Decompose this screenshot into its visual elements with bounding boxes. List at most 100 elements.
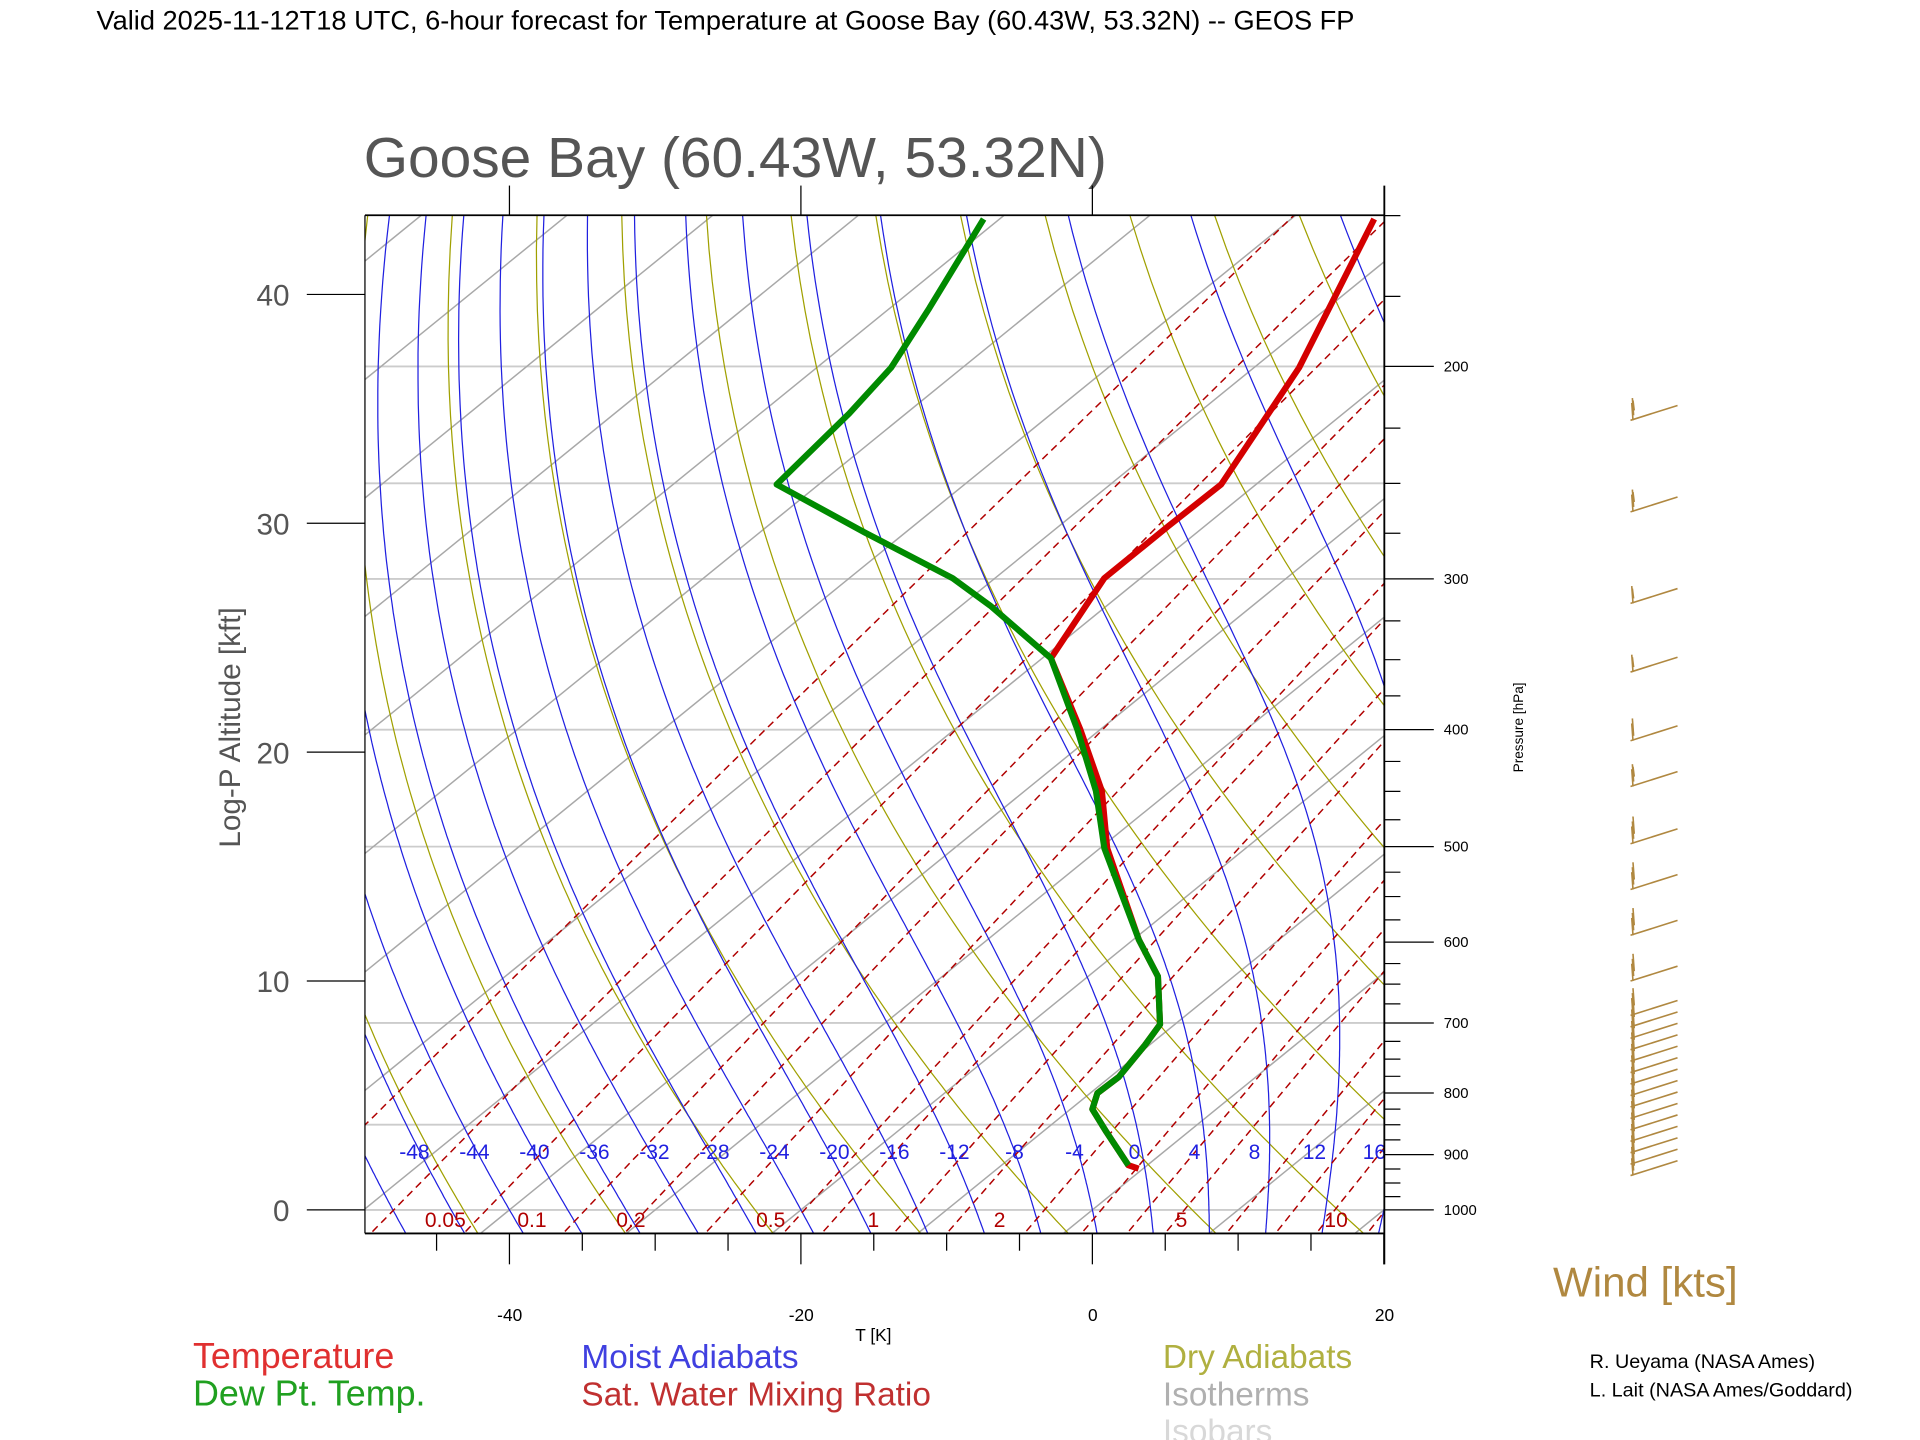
moist-adiabat [965,215,1271,1234]
barb-feather [1632,1022,1636,1040]
credit-2: L. Lait (NASA Ames/Goddard) [1590,1380,1853,1402]
moist-adiabat [364,1154,407,1234]
barb-feather [1632,1079,1636,1098]
barb-feather [1631,958,1635,977]
dry-adiabat [1129,215,1385,707]
barb-feather [1632,1091,1636,1109]
y2-axis-label: Pressure [hPa] [1511,682,1526,772]
isotherm-line [0,179,320,1240]
moist-adiabat-label: 4 [1189,1141,1201,1164]
background-lines: -48 -44 -40 -36 -32 -28 -24 -20 -16 -12 -8 -4 0 4 8 12 1… [0,179,1920,1241]
isotherm-line [364,215,1297,973]
moist-adiabat [806,215,1154,1234]
isotherm-line [364,215,860,618]
moist-adiabat [1190,215,1385,1234]
moist-adiabat-label: 16 [1363,1141,1386,1164]
temperature-line [1047,217,1377,1172]
moist-adiabat [685,215,1042,1234]
barb-feather [1630,769,1634,787]
mixing-ratio-line [820,618,1385,1234]
wind-barb [1630,816,1678,845]
isotherm-line [364,215,714,499]
moist-adiabat [499,215,815,1234]
moist-adiabat [417,215,699,1234]
barb-staff [1630,1056,1678,1074]
mixing-ratio-line [1126,928,1385,1234]
moist-adiabat [1661,180,1920,1241]
mixing-ratio-line [704,510,1385,1234]
pressure-tick-label: 800 [1444,1086,1469,1102]
chart-title: Goose Bay (60.43W, 53.32N) [364,126,1107,190]
moist-adiabat [1339,215,1385,325]
mixing-ratio-label: 2 [994,1209,1006,1232]
y-tick-label: 0 [273,1195,290,1228]
x-tick-label: -40 [497,1305,522,1325]
barb-staff [1630,919,1678,937]
isotherm-line [916,853,1385,1234]
dry-adiabat [1784,180,1920,1241]
isotherm-line [1062,971,1385,1234]
moist-adiabat-label: -16 [879,1141,909,1164]
moist-adiabat-label: -48 [399,1141,429,1164]
barb-staff [1630,1114,1678,1131]
barb-feather [1632,1056,1636,1075]
barb-staff [1630,828,1678,845]
barb-staff [1630,1079,1678,1097]
barb-staff [1630,496,1678,513]
isotherm-line [364,379,1385,1210]
dry-adiabat [447,215,774,1234]
barb-staff [1630,1022,1678,1040]
barb-staff [1630,587,1678,605]
dry-adiabat [875,215,1385,1121]
barb-feather [1630,963,1634,982]
moist-adiabat [586,215,929,1234]
credit-1: R. Ueyama (NASA Ames) [1590,1351,1815,1373]
pressure-tick-label: 1000 [1444,1203,1477,1219]
barb-feather [1630,826,1634,844]
barb-feather [1632,1102,1636,1120]
barb-feather [1630,723,1634,741]
isotherm-line [364,215,1152,855]
barb-feather [1632,1045,1636,1063]
mixing-ratio-line [1023,819,1385,1234]
moist-adiabat-label: -20 [819,1141,849,1164]
pressure-tick-label: 400 [1444,723,1469,739]
moist-adiabat-label: 8 [1249,1141,1261,1164]
mixing-ratio-label: 5 [1176,1209,1188,1232]
mixing-ratio-line [1164,969,1385,1234]
wind-barb [1630,764,1678,788]
mixing-ratio-line [1315,1146,1385,1234]
barb-staff [1630,999,1678,1017]
isotherm-line [364,215,569,381]
wind-label: Wind [kts] [1553,1258,1738,1305]
mixing-ratio-label: 0.05 [425,1209,466,1232]
barb-feather [1632,1010,1636,1029]
barb-feather [1632,491,1636,503]
barb-feather [1632,953,1636,972]
mixing-ratio-label: 0.5 [756,1209,785,1232]
moist-adiabat [1067,215,1341,1234]
barb-feather [1630,872,1634,890]
barb-feather [1630,494,1634,512]
barb-staff [1630,1148,1678,1165]
barb-staff [1630,1091,1678,1108]
legend-moist: Moist Adiabats [581,1339,798,1376]
x-tick-label: 0 [1088,1305,1098,1325]
isotherm-line [1208,1090,1385,1234]
dry-adiabat [1701,180,1920,1241]
x-tick-label: -20 [789,1305,814,1325]
wind-barb [1630,988,1678,1017]
barb-staff [1630,1034,1678,1051]
pressure-tick-label: 300 [1444,572,1469,588]
mixing-ratio-label: 1 [868,1209,880,1232]
barb-feather [1632,999,1636,1017]
dry-adiabat [535,215,922,1234]
moist-adiabat [741,215,1098,1234]
barb-feather [1631,821,1635,839]
header-title: Valid 2025-11-12T18 UTC, 6-hour forecast… [96,5,1354,36]
wind-barb [1630,489,1678,513]
barb-staff [1630,404,1678,422]
wind-barb [1630,1148,1678,1177]
moist-adiabat [364,707,583,1234]
dry-adiabat [1867,180,1920,1241]
